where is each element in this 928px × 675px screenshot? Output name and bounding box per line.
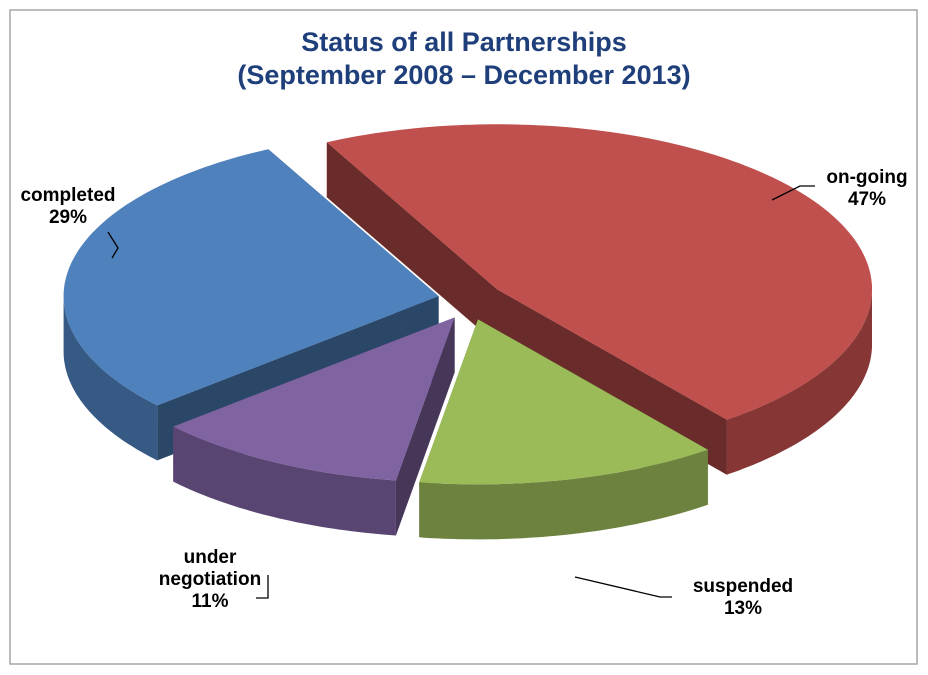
- slice-shade: [419, 449, 708, 540]
- chart-subtitle: (September 2008 – December 2013): [237, 60, 691, 90]
- data-label: on-going 47%: [812, 167, 922, 211]
- category-label: completed: [20, 185, 116, 206]
- slice-top: [63, 149, 439, 406]
- slice-top: [419, 319, 708, 485]
- leader-line: [256, 575, 269, 599]
- slice-top: [173, 317, 455, 481]
- slice-side: [419, 449, 708, 540]
- value-label: 13%: [723, 598, 763, 619]
- leader-line: [771, 185, 815, 201]
- leader-line: [107, 231, 119, 259]
- category-label: suspended: [692, 576, 794, 597]
- category-label: under negotiation: [158, 547, 262, 590]
- slice-top: [326, 124, 872, 420]
- slice-shade: [726, 289, 872, 475]
- data-label: under negotiation 11%: [150, 547, 270, 613]
- value-label: 47%: [847, 189, 887, 210]
- slice-side: [326, 142, 497, 345]
- category-label: on-going: [826, 167, 908, 188]
- chart-title: Status of all Partnerships: [301, 27, 627, 57]
- slice-shade: [63, 296, 158, 461]
- data-label: completed 29%: [8, 185, 128, 229]
- slice-side: [173, 426, 396, 536]
- value-label: 29%: [48, 207, 88, 228]
- leader-line: [574, 576, 672, 598]
- slice: [419, 319, 708, 540]
- slice: [173, 317, 455, 536]
- slice-side: [63, 296, 158, 461]
- slice-shade: [173, 426, 396, 536]
- value-label: 11%: [191, 591, 229, 612]
- frame: [9, 9, 918, 665]
- data-label: suspended 13%: [678, 576, 808, 620]
- slice-shade: [326, 142, 497, 345]
- slice-side: [726, 289, 872, 475]
